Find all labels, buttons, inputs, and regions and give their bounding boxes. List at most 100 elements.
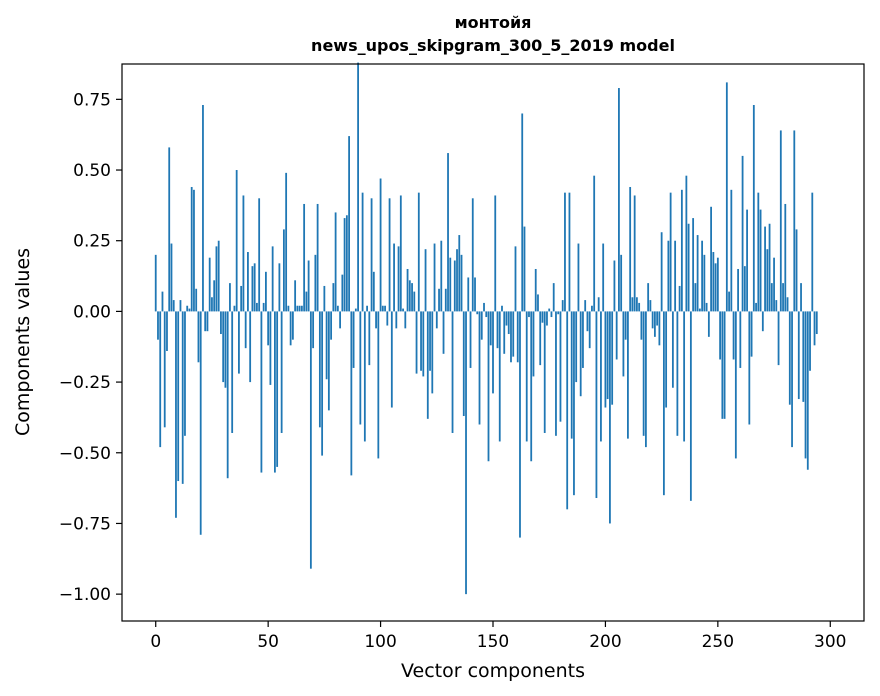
bar-138 <box>465 311 467 595</box>
bar-158 <box>510 311 512 363</box>
bar-77 <box>327 311 330 411</box>
bar-209 <box>624 311 627 340</box>
bar-202 <box>609 311 611 524</box>
bar-176 <box>550 311 553 318</box>
bar-236 <box>685 175 688 312</box>
bar-87 <box>350 311 353 476</box>
bar-33 <box>229 283 231 312</box>
bar-142 <box>474 277 476 312</box>
bar-244 <box>703 254 706 312</box>
bar-184 <box>568 192 571 312</box>
bar-108 <box>397 246 400 312</box>
bar-37 <box>238 311 240 374</box>
bar-9 <box>175 311 177 518</box>
bar-131 <box>449 257 452 312</box>
bar-267 <box>755 302 757 312</box>
bar-27 <box>215 246 218 312</box>
bar-179 <box>557 311 560 315</box>
bar-177 <box>552 283 555 312</box>
bar-28 <box>217 240 220 312</box>
bar-12 <box>181 311 184 484</box>
bar-278 <box>779 130 782 312</box>
chart-title-line-2: news_upos_skipgram_300_5_2019 model <box>311 36 675 55</box>
bar-86 <box>348 136 350 312</box>
bars-group <box>154 62 818 595</box>
bar-207 <box>620 254 623 312</box>
bar-287 <box>800 283 802 312</box>
bar-41 <box>247 252 249 312</box>
bar-89 <box>354 308 357 312</box>
bar-123 <box>431 311 434 394</box>
bar-50 <box>267 311 270 346</box>
bar-243 <box>701 240 704 312</box>
bar-31 <box>224 311 227 388</box>
bar-111 <box>404 311 407 329</box>
bar-109 <box>399 195 402 312</box>
bar-277 <box>777 311 780 366</box>
bar-102 <box>384 305 386 312</box>
bar-26 <box>213 280 216 312</box>
bar-36 <box>235 170 238 312</box>
bar-3 <box>161 291 164 312</box>
y-tick-label: −0.50 <box>59 444 111 464</box>
bar-80 <box>334 212 337 312</box>
bar-126 <box>438 288 440 312</box>
bar-78 <box>330 311 333 340</box>
bar-178 <box>555 311 557 436</box>
bar-135 <box>458 235 461 312</box>
bar-248 <box>712 252 715 312</box>
bar-68 <box>307 260 310 312</box>
bar-153 <box>498 311 501 442</box>
bar-47 <box>260 311 263 473</box>
bar-22 <box>204 311 207 332</box>
bar-205 <box>615 311 618 360</box>
bar-182 <box>564 192 566 312</box>
bar-169 <box>534 268 537 312</box>
bar-7 <box>170 243 173 312</box>
bar-217 <box>642 311 645 436</box>
bar-279 <box>782 283 784 312</box>
bar-66 <box>303 203 306 312</box>
bar-197 <box>597 297 600 312</box>
bar-1 <box>157 311 159 340</box>
bar-65 <box>300 305 303 312</box>
bar-212 <box>631 297 634 312</box>
x-tick-label: 150 <box>477 632 509 652</box>
bar-203 <box>611 311 614 405</box>
x-axis-ticks: 0 50 100 150 200 250 300 <box>150 621 846 652</box>
bar-43 <box>251 266 254 312</box>
plot-frame <box>121 63 865 622</box>
bar-285 <box>795 229 798 312</box>
bar-175 <box>548 308 551 312</box>
bar-283 <box>791 311 793 448</box>
bar-82 <box>339 311 341 329</box>
bar-94 <box>366 305 368 312</box>
bar-262 <box>743 266 746 312</box>
bar-268 <box>757 192 760 312</box>
bar-261 <box>741 155 744 312</box>
bar-253 <box>723 311 726 419</box>
x-tick-label: 300 <box>814 632 846 652</box>
bar-46 <box>258 198 261 312</box>
bar-263 <box>746 209 748 312</box>
bar-5 <box>166 311 168 351</box>
bar-260 <box>739 311 742 368</box>
bar-11 <box>179 300 182 312</box>
bar-199 <box>602 243 605 312</box>
bar-226 <box>662 311 665 496</box>
bar-183 <box>566 311 569 510</box>
bar-286 <box>797 311 800 400</box>
x-tick-label: 200 <box>589 632 621 652</box>
bar-20 <box>199 311 202 535</box>
bar-264 <box>748 311 751 425</box>
bar-255 <box>728 291 730 312</box>
bar-97 <box>372 271 375 312</box>
bar-232 <box>676 311 679 436</box>
bar-200 <box>604 311 607 408</box>
bar-137 <box>462 311 465 417</box>
bar-121 <box>426 311 429 419</box>
bar-13 <box>184 311 186 436</box>
bar-192 <box>586 311 589 332</box>
